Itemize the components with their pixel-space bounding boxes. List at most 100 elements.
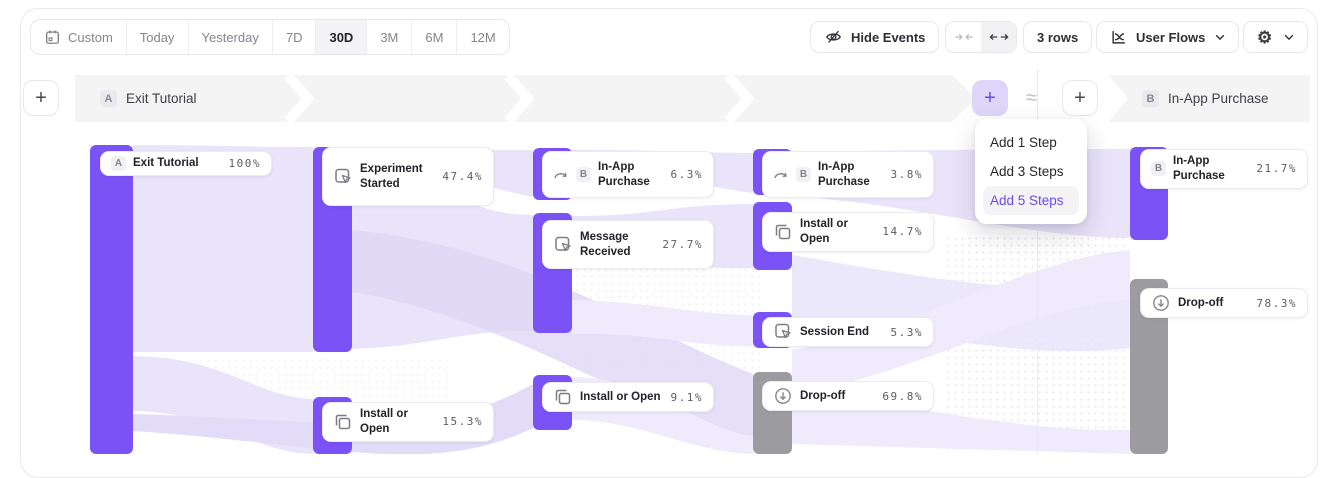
node-label: Install or Open <box>580 390 661 403</box>
node-label: Exit Tutorial <box>133 157 199 170</box>
range-label: 7D <box>285 29 303 45</box>
view-selector-button[interactable]: User Flows <box>1096 21 1240 53</box>
install-or-open-icon <box>333 412 353 432</box>
add-step-between-button[interactable]: + <box>972 80 1008 116</box>
add-steps-menu: Add 1 Step Add 3 Steps Add 5 Steps <box>975 119 1087 224</box>
hide-events-button[interactable]: Hide Events <box>810 21 940 53</box>
flow-header-band <box>75 72 1310 125</box>
node-card-install-or-open[interactable]: Install or Open 14.7% <box>762 212 934 252</box>
node-card-in-app-purchase[interactable]: B In-App Purchase 6.3% <box>542 151 714 198</box>
node-label: Session End <box>800 325 870 338</box>
range-yesterday[interactable]: Yesterday <box>189 20 273 54</box>
node-percent: 6.3% <box>670 168 703 181</box>
node-percent: 5.3% <box>890 325 923 339</box>
range-12m[interactable]: 12M <box>457 20 508 54</box>
node-card-in-app-purchase[interactable]: B In-App Purchase 3.8% <box>762 151 934 198</box>
gear-icon: ⚙ <box>1257 27 1273 47</box>
custom-event-icon <box>553 235 573 255</box>
approx-symbol: ≈ <box>1026 87 1037 109</box>
section-divider <box>1037 70 1038 454</box>
node-percent: 14.7% <box>882 225 923 239</box>
node-percent: 15.3% <box>442 415 483 429</box>
plus-icon: + <box>984 87 996 109</box>
install-or-open-icon <box>553 387 573 407</box>
node-badge: B <box>576 167 591 182</box>
range-label: 12M <box>470 29 496 45</box>
section-b-header[interactable]: B In-App Purchase <box>1142 90 1269 107</box>
rows-label: 3 rows <box>1037 29 1079 45</box>
node-card-b-in-app-purchase[interactable]: B In-App Purchase 21.7% <box>1140 149 1308 189</box>
node-card-message-received[interactable]: Message Received 27.7% <box>542 220 714 269</box>
section-a-label: Exit Tutorial <box>126 91 197 106</box>
node-card-install-or-open[interactable]: Install or Open 15.3% <box>322 402 494 442</box>
install-or-open-icon <box>773 222 793 242</box>
node-card-exit-tutorial[interactable]: A Exit Tutorial 100% <box>100 151 272 176</box>
calendar-icon <box>44 28 61 46</box>
section-a-badge: A <box>100 90 117 107</box>
custom-event-icon <box>333 167 353 187</box>
flow-bar-exit-tutorial[interactable] <box>90 145 133 454</box>
node-percent: 27.7% <box>662 238 703 251</box>
menu-item-add-3-steps[interactable]: Add 3 Steps <box>990 164 1064 179</box>
chevron-down-icon <box>1285 34 1294 40</box>
node-label: Install or Open <box>800 218 848 245</box>
range-label: 3M <box>380 29 399 45</box>
drop-off-icon <box>1151 293 1171 313</box>
add-step-before-button[interactable]: + <box>23 80 59 116</box>
expand-arrows-icon <box>988 33 1009 41</box>
range-label: 6M <box>425 29 444 45</box>
node-card-install-or-open[interactable]: Install or Open 9.1% <box>542 382 714 412</box>
range-3m[interactable]: 3M <box>367 20 413 54</box>
node-card-drop-off[interactable]: Drop-off 69.8% <box>762 381 934 411</box>
node-label: Install or Open <box>360 408 408 435</box>
range-label: Today <box>139 29 175 45</box>
date-range-control: Custom Today Yesterday 7D 30D 3M 6M 12M <box>30 19 510 55</box>
eye-off-icon <box>824 28 843 46</box>
node-percent: 100% <box>228 157 261 170</box>
rows-button[interactable]: 3 rows <box>1023 21 1093 53</box>
flows-chart-icon <box>1110 28 1128 46</box>
menu-item-add-1-step[interactable]: Add 1 Step <box>990 135 1057 150</box>
range-custom[interactable]: Custom <box>31 20 127 54</box>
node-card-session-end[interactable]: Session End 5.3% <box>762 317 934 347</box>
node-label: In-App Purchase <box>1173 155 1225 182</box>
range-label: 30D <box>329 29 354 45</box>
width-toggle <box>945 21 1017 53</box>
range-today[interactable]: Today <box>127 20 189 54</box>
range-6m[interactable]: 6M <box>412 20 458 54</box>
section-a-header[interactable]: A Exit Tutorial <box>100 90 197 107</box>
hide-events-label: Hide Events <box>851 29 926 45</box>
node-percent: 69.8% <box>882 389 923 403</box>
collapse-columns-button[interactable] <box>946 22 981 52</box>
node-badge: B <box>1151 161 1166 177</box>
range-label: Custom <box>68 29 113 45</box>
node-badge: A <box>111 156 126 171</box>
plus-icon: + <box>35 87 47 109</box>
range-label: Yesterday <box>201 29 259 45</box>
node-label: In-App Purchase <box>818 160 870 188</box>
node-label: Drop-off <box>1178 296 1224 309</box>
node-card-experiment-started[interactable]: Experiment Started 47.4% <box>322 147 494 206</box>
custom-event-icon <box>773 322 793 342</box>
range-7d[interactable]: 7D <box>273 20 317 54</box>
node-label: Experiment Started <box>360 162 423 190</box>
jump-arrow-icon <box>553 168 569 182</box>
chevron-down-icon <box>1216 34 1225 40</box>
node-card-b-drop-off[interactable]: Drop-off 78.3% <box>1140 288 1308 318</box>
settings-button[interactable]: ⚙ <box>1243 21 1309 53</box>
node-percent: 47.4% <box>442 170 483 183</box>
add-step-b-button[interactable]: + <box>1062 80 1098 116</box>
section-b-label: In-App Purchase <box>1168 91 1269 106</box>
node-label: Message Received <box>580 230 631 258</box>
jump-arrow-icon <box>773 168 789 182</box>
plus-icon: + <box>1074 87 1086 109</box>
section-b-badge: B <box>1142 90 1159 107</box>
node-percent: 21.7% <box>1256 162 1297 176</box>
node-label: Drop-off <box>800 389 846 402</box>
node-badge: B <box>796 167 811 182</box>
view-label: User Flows <box>1136 29 1206 45</box>
range-30d[interactable]: 30D <box>316 20 368 54</box>
expand-columns-button[interactable] <box>981 22 1016 52</box>
menu-item-add-5-steps[interactable]: Add 5 Steps <box>983 186 1079 215</box>
collapse-arrows-icon <box>954 33 973 41</box>
